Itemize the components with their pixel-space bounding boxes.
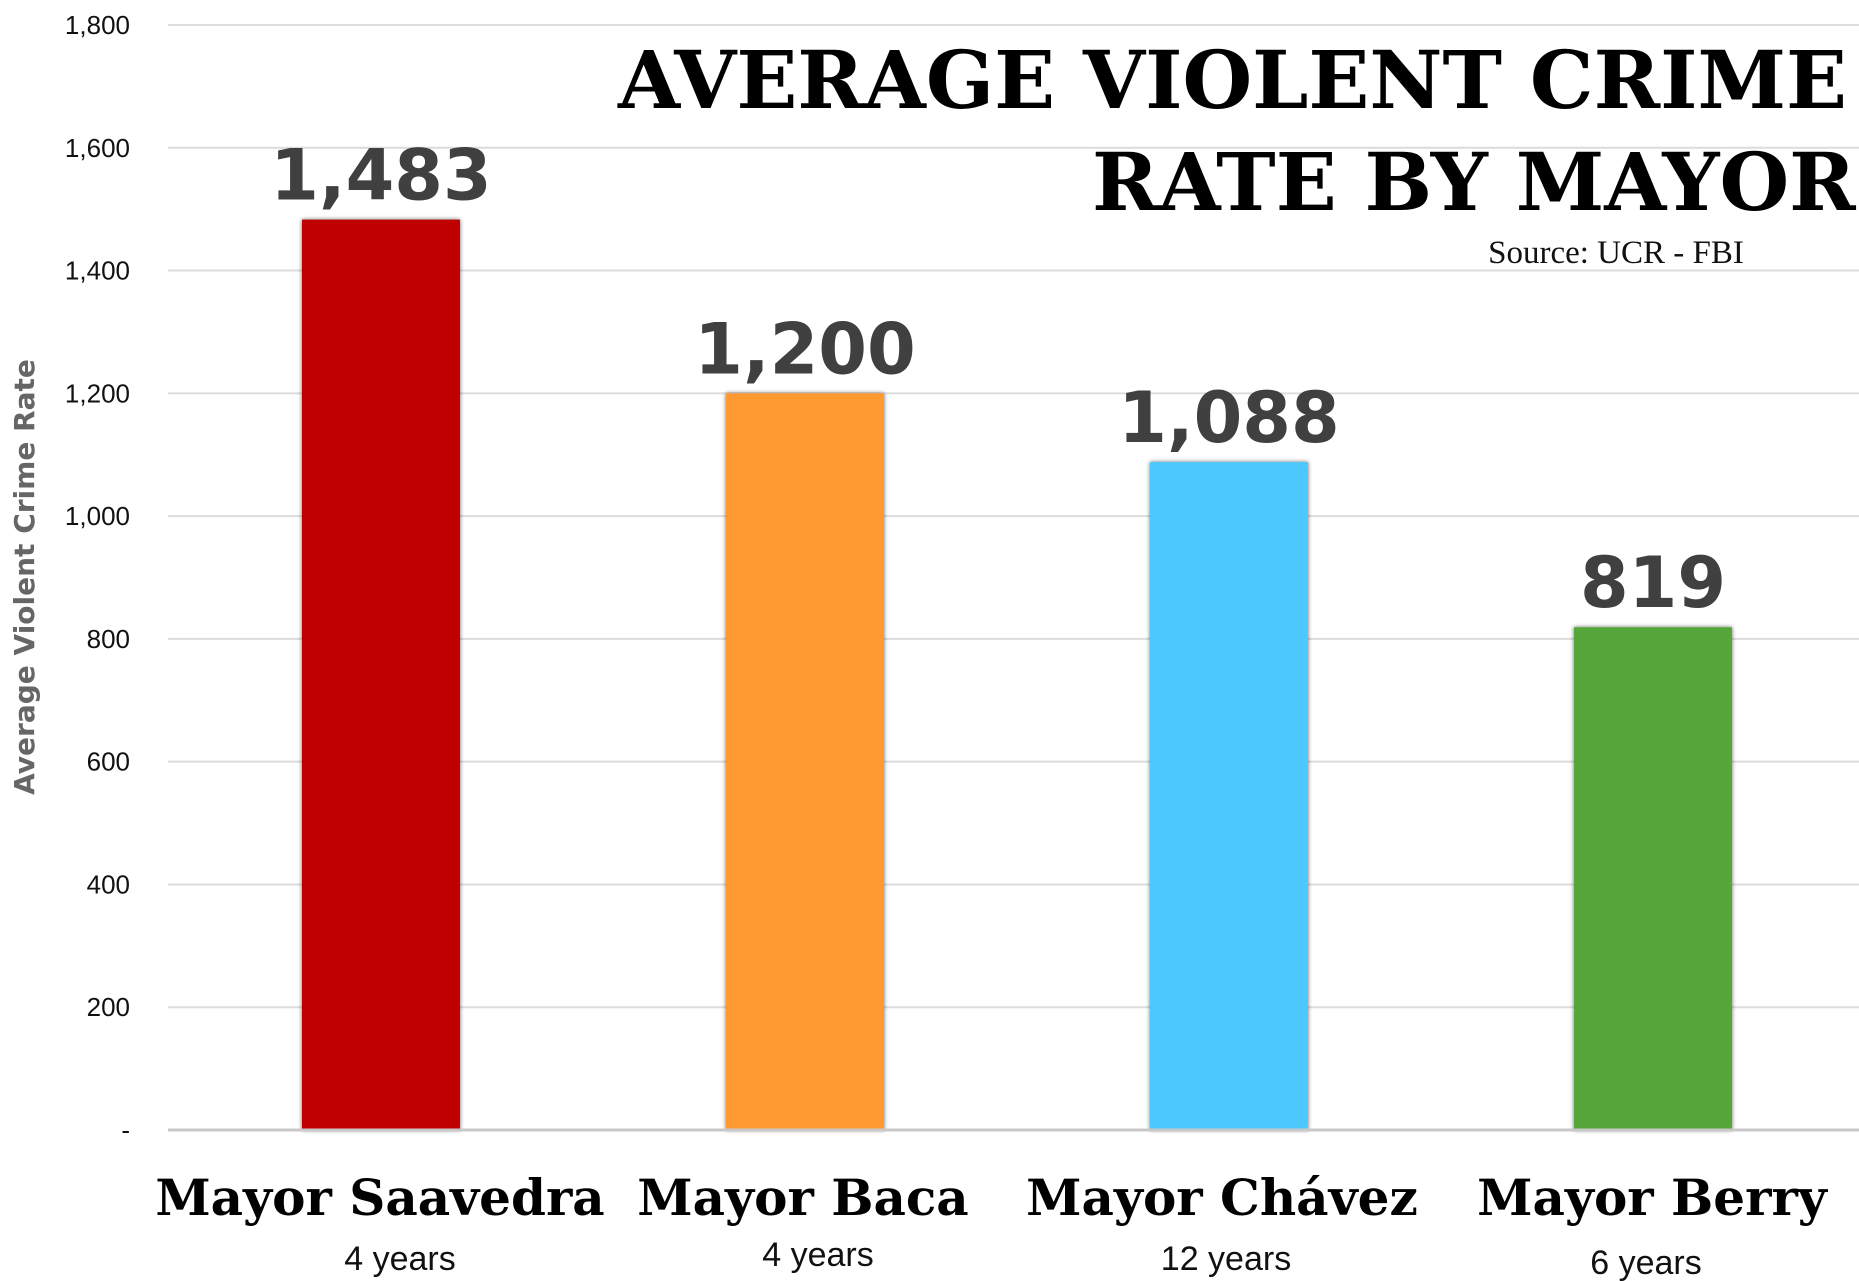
category-label: Mayor Saavedra: [155, 1168, 604, 1227]
y-tick-label: 1,400: [65, 256, 130, 286]
y-axis-ticks: - 200 400 600 800 1,000 1,200 1,400 1,600 1,800: [65, 10, 130, 1145]
y-tick-label: 200: [87, 992, 130, 1022]
bar: [1574, 627, 1732, 1130]
data-label: 1,483: [270, 135, 491, 217]
chart-title-line-1: AVERAGE VIOLENT CRIME: [617, 33, 1847, 127]
y-tick-label: 1,000: [65, 501, 130, 531]
category-sublabel: 12 years: [1161, 1240, 1291, 1278]
bars: [302, 219, 1732, 1131]
y-tick-label: 1,800: [65, 10, 130, 40]
category-sublabel: 4 years: [344, 1240, 456, 1278]
data-label: 819: [1580, 542, 1726, 624]
data-label: 1,088: [1118, 377, 1339, 459]
y-tick-label: 800: [87, 624, 130, 654]
y-tick-label: 400: [87, 869, 130, 899]
chart-source: Source: UCR - FBI: [1488, 235, 1744, 271]
category-label: Mayor Chávez: [1026, 1168, 1418, 1227]
data-label: 1,200: [694, 308, 915, 390]
y-axis-title: Average Violent Crime Rate: [8, 359, 41, 795]
chart-title-line-2: RATE BY MAYOR: [1092, 135, 1856, 229]
y-tick-label: 600: [87, 747, 130, 777]
category-sublabel: 6 years: [1590, 1244, 1702, 1281]
bar: [726, 393, 884, 1130]
category-labels: Mayor Saavedra 4 years Mayor Baca 4 years Ma…: [155, 1168, 1828, 1281]
y-tick-label: -: [121, 1115, 130, 1145]
category-label: Mayor Berry: [1477, 1168, 1829, 1227]
y-tick-label: 1,200: [65, 378, 130, 408]
y-tick-label: 1,600: [65, 133, 130, 163]
bar: [302, 219, 460, 1130]
category-label: Mayor Baca: [637, 1168, 968, 1227]
data-labels: 1,483 1,200 1,088 819: [270, 135, 1726, 625]
category-sublabel: 4 years: [762, 1236, 874, 1274]
bar: [1150, 462, 1308, 1131]
